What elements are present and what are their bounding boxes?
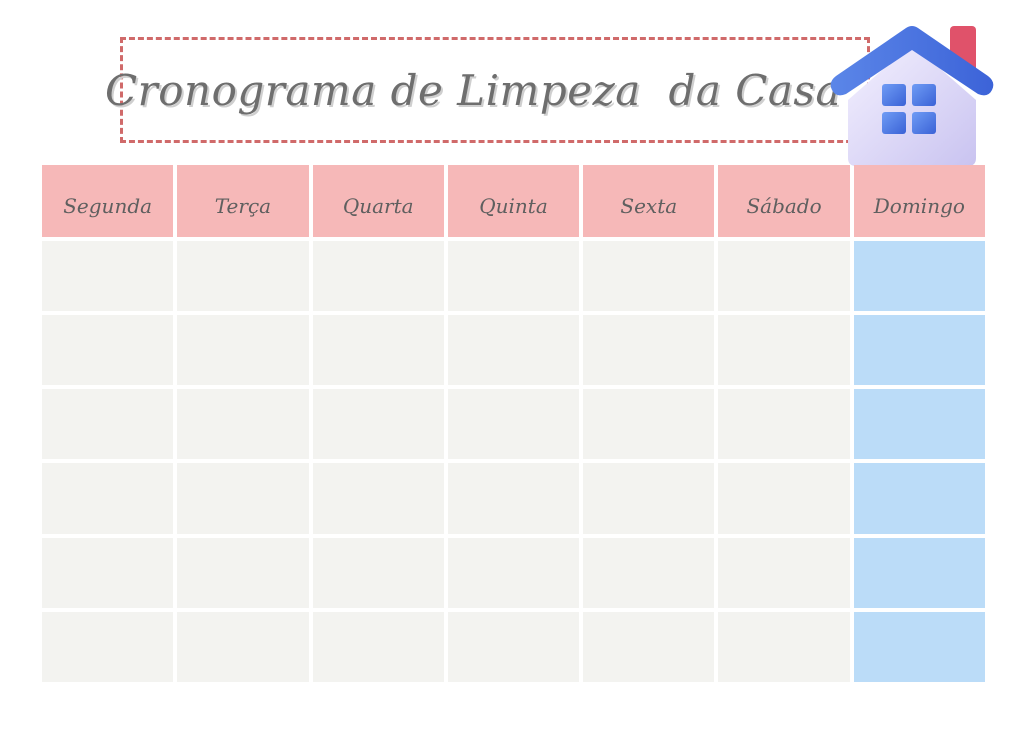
header-sabado: Sábado <box>718 165 850 237</box>
schedule-table: Segunda Terça Quarta Quinta Sexta Sábado… <box>42 165 985 682</box>
schedule-cell[interactable] <box>42 537 174 608</box>
title-box: Cronograma de Limpeza da Casa <box>105 37 870 143</box>
schedule-cell[interactable] <box>42 315 174 386</box>
header-segunda: Segunda <box>42 165 174 237</box>
header-quarta: Quarta <box>312 165 444 237</box>
schedule-cell[interactable] <box>177 463 309 534</box>
schedule-cell[interactable] <box>853 389 985 460</box>
schedule-cell[interactable] <box>447 315 580 386</box>
header-domingo: Domingo <box>853 165 985 237</box>
schedule-cell[interactable] <box>853 611 985 682</box>
schedule-cell[interactable] <box>718 315 850 386</box>
schedule-cell[interactable] <box>312 315 444 386</box>
schedule-cell[interactable] <box>42 611 174 682</box>
schedule-cell[interactable] <box>312 611 444 682</box>
schedule-cell[interactable] <box>177 537 309 608</box>
schedule-cell[interactable] <box>583 611 715 682</box>
schedule-cell[interactable] <box>583 241 715 312</box>
header-quinta: Quinta <box>447 165 580 237</box>
schedule-cell[interactable] <box>177 315 309 386</box>
schedule-cell[interactable] <box>42 463 174 534</box>
schedule-cell[interactable] <box>177 241 309 312</box>
header-terca: Terça <box>177 165 309 237</box>
schedule-cell[interactable] <box>447 463 580 534</box>
schedule-cell[interactable] <box>312 537 444 608</box>
schedule-cell[interactable] <box>312 241 444 312</box>
schedule-cell[interactable] <box>853 315 985 386</box>
schedule-cell[interactable] <box>718 463 850 534</box>
schedule-cell[interactable] <box>583 389 715 460</box>
schedule-cell[interactable] <box>583 537 715 608</box>
schedule-cell[interactable] <box>718 611 850 682</box>
schedule-cell[interactable] <box>312 389 444 460</box>
schedule-cell[interactable] <box>312 463 444 534</box>
schedule-cell[interactable] <box>447 389 580 460</box>
schedule-cell[interactable] <box>853 537 985 608</box>
schedule-cell[interactable] <box>447 537 580 608</box>
house-icon <box>830 26 994 166</box>
schedule-cell[interactable] <box>718 241 850 312</box>
schedule-cell[interactable] <box>177 611 309 682</box>
schedule-cell[interactable] <box>853 241 985 312</box>
schedule-cell[interactable] <box>42 389 174 460</box>
schedule-cell[interactable] <box>718 537 850 608</box>
header-sexta: Sexta <box>583 165 715 237</box>
schedule-cell[interactable] <box>583 315 715 386</box>
schedule-cell[interactable] <box>853 463 985 534</box>
schedule-cell[interactable] <box>718 389 850 460</box>
schedule-cell[interactable] <box>447 241 580 312</box>
page-title: Cronograma de Limpeza da Casa <box>105 65 841 115</box>
schedule-cell[interactable] <box>177 389 309 460</box>
schedule-cell[interactable] <box>42 241 174 312</box>
schedule-cell[interactable] <box>447 611 580 682</box>
schedule-cell[interactable] <box>583 463 715 534</box>
